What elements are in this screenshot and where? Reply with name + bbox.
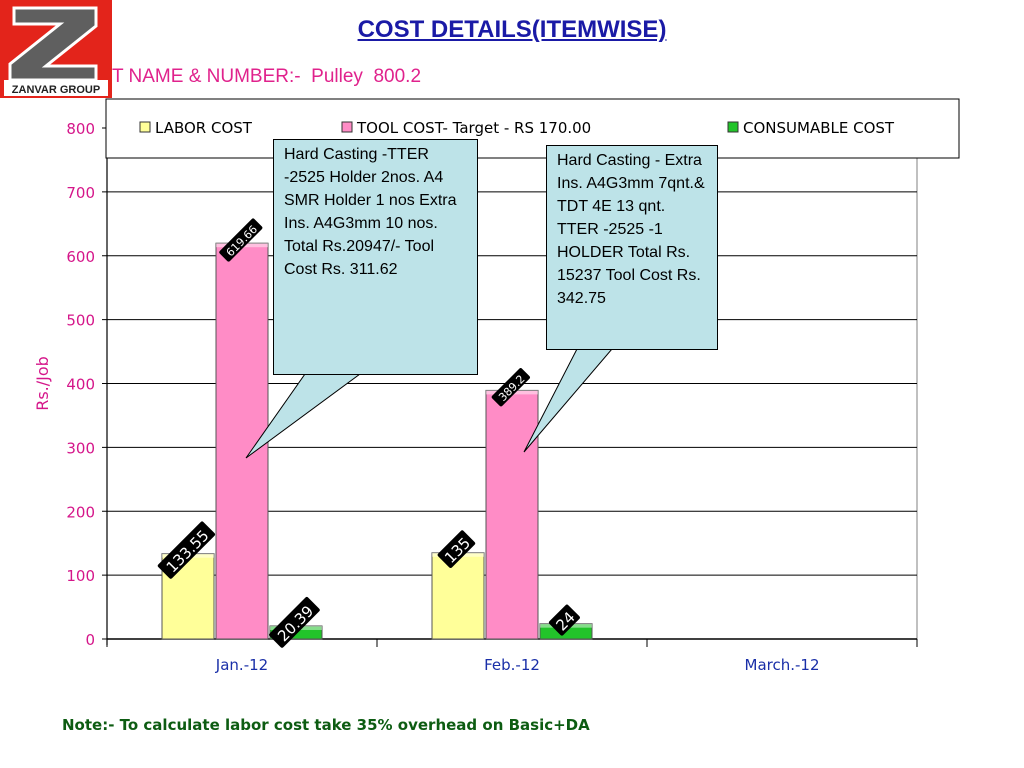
part-name-label: T NAME & NUMBER:- Pulley 800.2 bbox=[112, 66, 422, 87]
y-tick-label: 200 bbox=[66, 503, 95, 521]
data-label-background bbox=[437, 530, 476, 568]
y-tick-label: 100 bbox=[66, 567, 95, 585]
legend-swatch bbox=[341, 121, 353, 133]
data-label-background bbox=[269, 597, 320, 648]
legend-swatch bbox=[727, 121, 739, 133]
bar bbox=[431, 552, 485, 640]
y-tick-label: 600 bbox=[66, 248, 95, 266]
x-category-label: Feb.-12 bbox=[484, 656, 540, 674]
y-tick-label: 0 bbox=[85, 631, 95, 649]
legend-box bbox=[105, 98, 960, 159]
legend-label: TOOL COST- Target - RS 170.00 bbox=[356, 119, 591, 137]
legend-label: LABOR COST bbox=[155, 119, 253, 137]
zanvar-logo: ZANVAR GROUP bbox=[0, 0, 112, 98]
feb-tool-cost-callout: Hard Casting - Extra Ins. A4G3mm 7qnt.& … bbox=[546, 145, 718, 350]
y-tick-label: 500 bbox=[66, 312, 95, 330]
data-label-background bbox=[548, 604, 580, 636]
logo-text: ZANVAR GROUP bbox=[12, 84, 100, 96]
overhead-note: Note:- To calculate labor cost take 35% … bbox=[62, 716, 590, 734]
bar bbox=[485, 389, 539, 640]
x-category-label: March.-12 bbox=[745, 656, 820, 674]
y-axis-title: Rs./Job bbox=[33, 356, 52, 411]
page-title: COST DETAILS(ITEMWISE) bbox=[357, 16, 667, 43]
callout-text: Hard Casting -TTER -2525 Holder 2nos. A4… bbox=[284, 146, 457, 278]
x-category-label: Jan.-12 bbox=[215, 656, 268, 674]
legend-label: CONSUMABLE COST bbox=[743, 119, 895, 137]
y-tick-label: 800 bbox=[66, 120, 95, 138]
z-logo-icon: ZANVAR GROUP bbox=[0, 0, 112, 98]
cost-bar-chart: 0100200300400500600700800Rs./JobJan.-121… bbox=[33, 98, 960, 674]
y-tick-label: 400 bbox=[66, 376, 95, 394]
legend-swatch bbox=[139, 121, 151, 133]
data-label-background bbox=[491, 368, 530, 407]
data-label-background bbox=[157, 521, 216, 579]
jan-tool-cost-callout: Hard Casting -TTER -2525 Holder 2nos. A4… bbox=[273, 139, 478, 375]
y-tick-label: 300 bbox=[66, 439, 95, 457]
y-tick-label: 700 bbox=[66, 184, 95, 202]
callout-text: Hard Casting - Extra Ins. A4G3mm 7qnt.& … bbox=[557, 152, 705, 307]
data-label-background bbox=[219, 218, 263, 262]
